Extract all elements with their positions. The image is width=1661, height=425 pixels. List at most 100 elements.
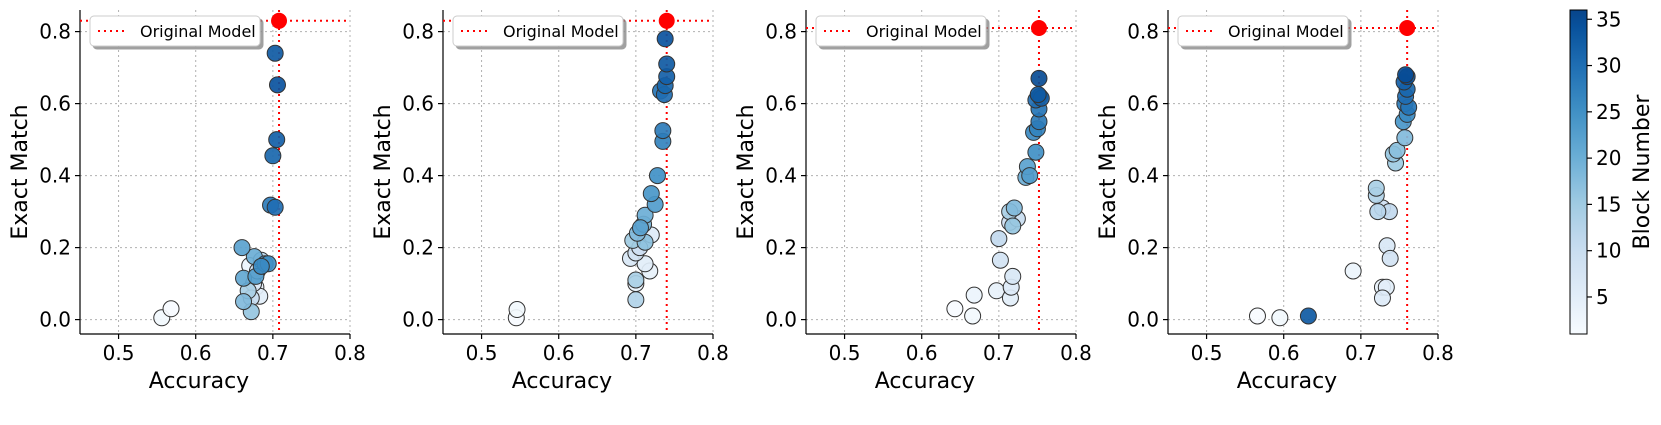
data-point	[654, 122, 672, 140]
x-tick-label: 0.8	[1422, 341, 1454, 365]
data-point	[965, 286, 983, 304]
y-tick-label: 0.4	[1127, 164, 1159, 188]
x-tick-label: 0.8	[1060, 341, 1092, 365]
y-axis-label: Exact Match	[371, 104, 396, 239]
legend-box	[815, 15, 987, 47]
y-tick-label: 0.6	[765, 92, 797, 116]
y-tick-label: 0.2	[402, 236, 434, 260]
legend: Original Model	[452, 15, 624, 47]
data-point	[1367, 179, 1385, 197]
original-model-point	[1399, 20, 1416, 36]
colorbar-tick-label: 35	[1596, 7, 1621, 31]
data-point	[1029, 86, 1047, 104]
data-point	[946, 300, 964, 318]
y-tick-label: 0.2	[765, 236, 797, 260]
data-point	[1369, 203, 1387, 221]
x-tick-label: 0.7	[983, 341, 1015, 365]
panel-4: 0.5 0.6 0.7 0.8 0.0 0.2 0.4 0.6 0.8 Accuracy Exact…	[1096, 10, 1454, 394]
legend-label: Original Model	[1228, 22, 1344, 41]
data-point	[991, 251, 1009, 269]
colorbar-scale	[1569, 9, 1588, 335]
legend-label: Original Model	[140, 22, 256, 41]
legend: Original Model	[1177, 15, 1349, 47]
data-point	[1248, 307, 1266, 325]
y-axis-label: Exact Match	[1096, 104, 1121, 239]
x-axis-label: Accuracy	[512, 369, 612, 394]
original-model-point	[658, 12, 675, 29]
grid	[1168, 10, 1439, 334]
legend-label: Original Model	[503, 22, 619, 41]
y-tick-label: 0.0	[39, 308, 71, 332]
data-point	[1004, 217, 1022, 235]
x-tick-label: 0.8	[334, 341, 366, 365]
data-points	[1248, 66, 1418, 327]
x-tick-label: 0.5	[1191, 341, 1223, 365]
data-point	[1388, 141, 1406, 159]
data-point	[627, 291, 645, 309]
legend-box	[89, 15, 261, 47]
x-axis-label: Accuracy	[875, 369, 975, 394]
legend-box	[452, 15, 624, 47]
y-tick-label: 0.0	[402, 308, 434, 332]
data-point	[656, 30, 674, 48]
y-tick-label: 0.8	[402, 20, 434, 44]
y-axis-label: Exact Match	[8, 104, 33, 239]
data-points	[946, 69, 1050, 325]
data-point	[1004, 267, 1022, 285]
data-point	[1397, 66, 1415, 84]
data-point	[1030, 69, 1048, 87]
colorbar-tick-label: 5	[1596, 285, 1609, 309]
y-tick-label: 0.8	[765, 20, 797, 44]
data-point	[1299, 307, 1317, 325]
y-axis-label: Exact Match	[734, 104, 759, 239]
data-point	[252, 257, 270, 275]
y-tick-label: 0.8	[39, 20, 71, 44]
y-tick-label: 0.0	[765, 308, 797, 332]
original-model-point	[1030, 20, 1047, 36]
x-tick-label: 0.7	[1345, 341, 1377, 365]
data-point	[1396, 129, 1414, 147]
colorbar-tick-label: 20	[1596, 146, 1621, 170]
data-points	[507, 30, 676, 327]
legend-box	[1177, 15, 1349, 47]
x-tick-label: 0.7	[257, 341, 289, 365]
y-tick-label: 0.6	[402, 92, 434, 116]
x-tick-label: 0.6	[906, 341, 938, 365]
data-point	[1373, 289, 1391, 307]
x-tick-label: 0.7	[620, 341, 652, 365]
data-point	[990, 230, 1008, 248]
data-point	[268, 76, 286, 94]
data-point	[1021, 167, 1039, 185]
data-points	[153, 44, 286, 327]
legend: Original Model	[815, 15, 987, 47]
data-point	[162, 300, 180, 318]
colorbar: 5 10 15 20 25 30 35 Block Number	[1569, 7, 1655, 335]
data-point	[642, 185, 660, 203]
y-tick-label: 0.4	[765, 164, 797, 188]
x-tick-label: 0.6	[180, 341, 212, 365]
x-tick-label: 0.6	[1268, 341, 1300, 365]
data-point	[264, 147, 282, 165]
panel-2: 0.5 0.6 0.7 0.8 0.0 0.2 0.4 0.6 0.8 Accuracy Exact…	[371, 10, 729, 394]
data-point	[636, 255, 654, 273]
data-point	[268, 131, 286, 149]
x-tick-label: 0.5	[103, 341, 135, 365]
data-point	[648, 167, 666, 185]
y-tick-label: 0.0	[1127, 308, 1159, 332]
colorbar-label: Block Number	[1630, 94, 1655, 250]
colorbar-tick-label: 15	[1596, 192, 1621, 216]
data-point	[1027, 143, 1045, 161]
panel-1: 0.5 0.6 0.7 0.8 0.0 0.2 0.4 0.6 0.8 Accuracy Exact…	[8, 10, 366, 394]
data-point	[1271, 309, 1289, 327]
colorbar-tick-label: 25	[1596, 100, 1621, 124]
legend-label: Original Model	[866, 22, 982, 41]
y-tick-label: 0.2	[1127, 236, 1159, 260]
colorbar-tick-label: 30	[1596, 54, 1621, 78]
data-point	[631, 219, 649, 237]
colorbar-tick-label: 10	[1596, 239, 1621, 263]
y-tick-label: 0.6	[39, 92, 71, 116]
y-tick-label: 0.6	[1127, 92, 1159, 116]
data-point	[658, 55, 676, 73]
panel-3: 0.5 0.6 0.7 0.8 0.0 0.2 0.4 0.6 0.8 Accuracy Exact…	[734, 10, 1092, 394]
